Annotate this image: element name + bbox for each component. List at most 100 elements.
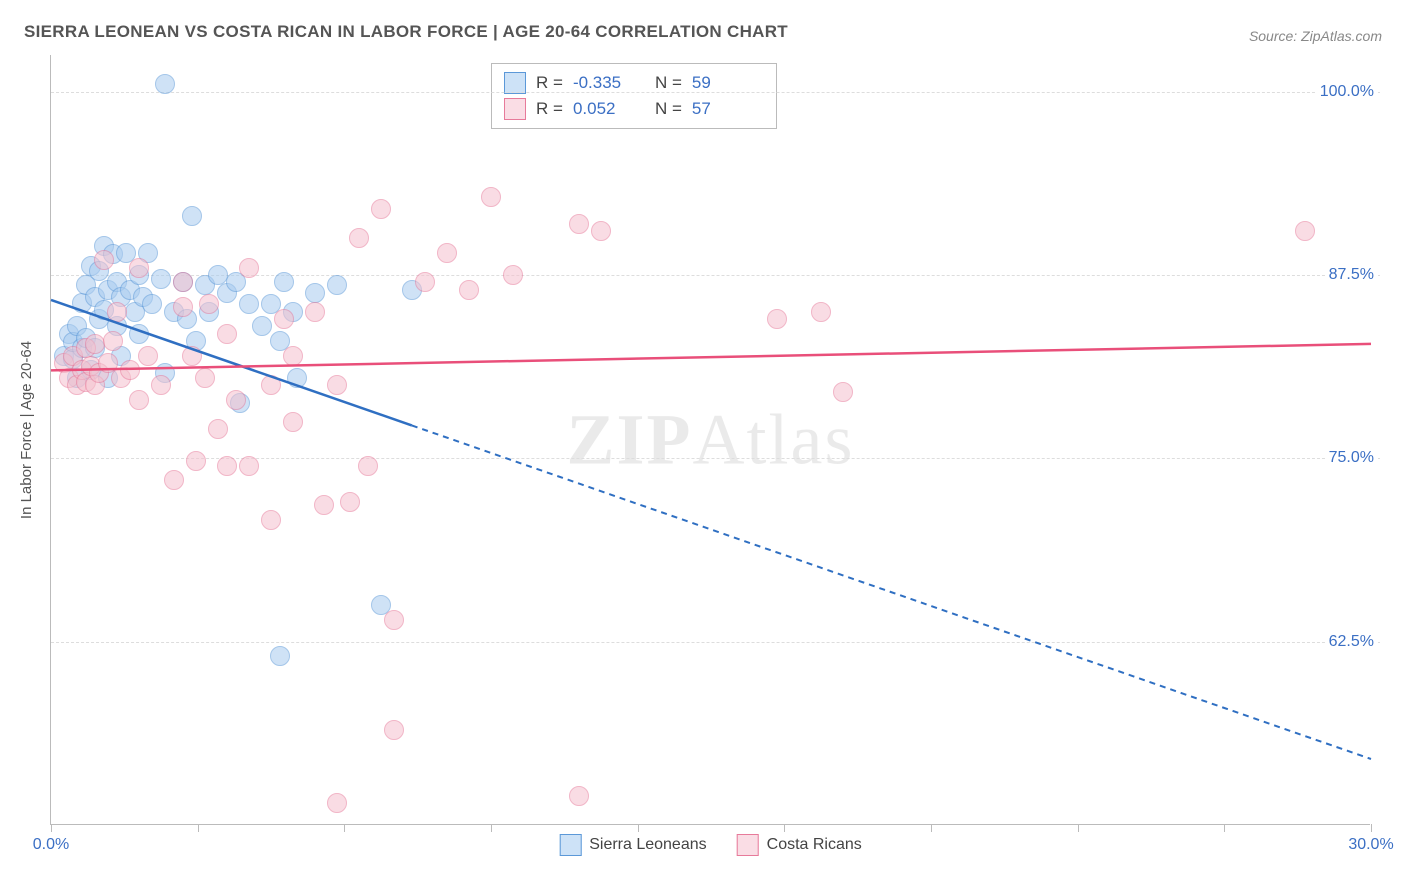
grid-line bbox=[51, 642, 1380, 643]
data-point bbox=[252, 316, 272, 336]
data-point bbox=[274, 272, 294, 292]
data-point bbox=[182, 346, 202, 366]
x-tick bbox=[198, 824, 199, 832]
x-tick bbox=[638, 824, 639, 832]
data-point bbox=[349, 228, 369, 248]
data-point bbox=[767, 309, 787, 329]
data-point bbox=[569, 786, 589, 806]
x-tick bbox=[784, 824, 785, 832]
data-point bbox=[274, 309, 294, 329]
data-point bbox=[239, 294, 259, 314]
data-point bbox=[261, 510, 281, 530]
data-point bbox=[182, 206, 202, 226]
legend-series-label: Sierra Leoneans bbox=[589, 836, 706, 854]
data-point bbox=[155, 74, 175, 94]
legend-swatch bbox=[737, 834, 759, 856]
data-point bbox=[208, 419, 228, 439]
data-point bbox=[261, 375, 281, 395]
trend-lines bbox=[51, 55, 1371, 825]
n-label: N = bbox=[655, 73, 682, 93]
r-value: -0.335 bbox=[573, 73, 645, 93]
data-point bbox=[287, 368, 307, 388]
data-point bbox=[173, 272, 193, 292]
n-value: 59 bbox=[692, 73, 764, 93]
x-tick bbox=[51, 824, 52, 832]
data-point bbox=[129, 258, 149, 278]
data-point bbox=[270, 646, 290, 666]
data-point bbox=[384, 610, 404, 630]
data-point bbox=[239, 456, 259, 476]
data-point bbox=[481, 187, 501, 207]
x-tick bbox=[1371, 824, 1372, 832]
data-point bbox=[142, 294, 162, 314]
legend-series-label: Costa Ricans bbox=[767, 836, 862, 854]
y-tick-label: 87.5% bbox=[1325, 266, 1378, 284]
data-point bbox=[103, 331, 123, 351]
data-point bbox=[340, 492, 360, 512]
data-point bbox=[199, 294, 219, 314]
data-point bbox=[1295, 221, 1315, 241]
data-point bbox=[129, 390, 149, 410]
data-point bbox=[327, 793, 347, 813]
data-point bbox=[415, 272, 435, 292]
x-tick bbox=[931, 824, 932, 832]
legend-series-item: Costa Ricans bbox=[737, 834, 862, 856]
data-point bbox=[358, 456, 378, 476]
r-value: 0.052 bbox=[573, 99, 645, 119]
legend-series-item: Sierra Leoneans bbox=[559, 834, 706, 856]
n-label: N = bbox=[655, 99, 682, 119]
data-point bbox=[138, 346, 158, 366]
n-value: 57 bbox=[692, 99, 764, 119]
data-point bbox=[305, 302, 325, 322]
r-label: R = bbox=[536, 99, 563, 119]
data-point bbox=[327, 375, 347, 395]
data-point bbox=[833, 382, 853, 402]
data-point bbox=[173, 297, 193, 317]
legend-swatch bbox=[504, 98, 526, 120]
x-tick bbox=[344, 824, 345, 832]
data-point bbox=[151, 375, 171, 395]
source-attribution: Source: ZipAtlas.com bbox=[1249, 28, 1382, 44]
data-point bbox=[437, 243, 457, 263]
data-point bbox=[226, 390, 246, 410]
grid-line bbox=[51, 92, 1380, 93]
data-point bbox=[811, 302, 831, 322]
y-tick-label: 75.0% bbox=[1325, 449, 1378, 467]
watermark-light: Atlas bbox=[693, 399, 855, 479]
data-point bbox=[151, 269, 171, 289]
chart-title: SIERRA LEONEAN VS COSTA RICAN IN LABOR F… bbox=[24, 22, 788, 42]
data-point bbox=[217, 324, 237, 344]
data-point bbox=[195, 368, 215, 388]
data-point bbox=[503, 265, 523, 285]
data-point bbox=[120, 360, 140, 380]
data-point bbox=[283, 412, 303, 432]
data-point bbox=[569, 214, 589, 234]
x-tick bbox=[491, 824, 492, 832]
data-point bbox=[327, 275, 347, 295]
data-point bbox=[94, 250, 114, 270]
data-point bbox=[314, 495, 334, 515]
data-point bbox=[186, 451, 206, 471]
data-point bbox=[164, 470, 184, 490]
data-point bbox=[85, 334, 105, 354]
data-point bbox=[371, 199, 391, 219]
x-tick-label: 0.0% bbox=[33, 836, 69, 854]
data-point bbox=[217, 456, 237, 476]
data-point bbox=[591, 221, 611, 241]
x-tick bbox=[1224, 824, 1225, 832]
data-point bbox=[459, 280, 479, 300]
data-point bbox=[107, 302, 127, 322]
data-point bbox=[384, 720, 404, 740]
y-axis-label: In Labor Force | Age 20-64 bbox=[18, 341, 35, 519]
y-tick-label: 62.5% bbox=[1325, 633, 1378, 651]
x-tick bbox=[1078, 824, 1079, 832]
r-label: R = bbox=[536, 73, 563, 93]
y-tick-label: 100.0% bbox=[1316, 83, 1378, 101]
data-point bbox=[239, 258, 259, 278]
data-point bbox=[305, 283, 325, 303]
watermark: ZIPAtlas bbox=[566, 398, 854, 481]
legend-stat-row: R = 0.052 N = 57 bbox=[504, 96, 764, 122]
scatter-plot-area: ZIPAtlas R =-0.335N =59R =0.052N =57 Sie… bbox=[50, 55, 1370, 825]
watermark-bold: ZIP bbox=[566, 399, 692, 479]
series-legend: Sierra Leoneans Costa Ricans bbox=[559, 834, 862, 856]
